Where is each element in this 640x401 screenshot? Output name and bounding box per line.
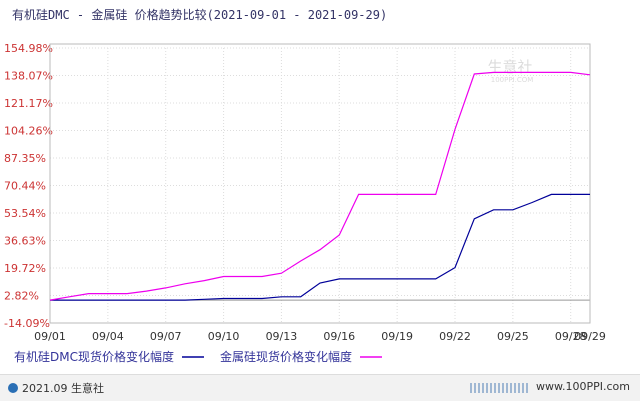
y-tick-label: 87.35% — [4, 152, 46, 165]
x-tick-label: 09/28 — [555, 330, 587, 343]
watermark-url: 100PPI.COM — [491, 76, 534, 84]
footer-decoration — [470, 383, 530, 393]
y-tick-label: 19.72% — [4, 262, 46, 275]
series-line-2 — [49, 71, 591, 301]
y-tick-label: 70.44% — [4, 180, 46, 193]
series-line-1 — [50, 193, 590, 301]
footer-bar: 2021.09 生意社 www.100PPI.com — [0, 374, 640, 401]
watermark-text: 生意社 — [487, 58, 532, 76]
x-tick-label: 09/13 — [266, 330, 298, 343]
x-tick-label: 09/10 — [208, 330, 240, 343]
x-tick-label: 09/29 — [574, 330, 606, 343]
y-tick-label: 2.82% — [4, 290, 39, 303]
x-tick-label: 09/04 — [92, 330, 124, 343]
y-tick-label: 53.54% — [4, 207, 46, 220]
chart-title: 有机硅DMC - 金属硅 价格趋势比较(2021-09-01 - 2021-09… — [12, 8, 388, 22]
copyright-icon — [8, 383, 18, 393]
footer-site: www.100PPI.com — [536, 380, 630, 393]
legend-label-1: 有机硅DMC现货价格变化幅度 — [14, 349, 174, 364]
y-tick-label: -14.09% — [4, 317, 50, 330]
y-tick-label: 121.17% — [4, 97, 53, 110]
footer-copyright-text: 2021.09 生意社 — [22, 382, 104, 395]
footer-copyright: 2021.09 生意社 — [8, 380, 104, 396]
y-tick-label: 154.98% — [4, 42, 53, 55]
x-tick-label: 09/22 — [439, 330, 471, 343]
y-tick-label: 36.63% — [4, 235, 46, 248]
y-tick-label: 138.07% — [4, 70, 53, 83]
y-tick-label: 104.26% — [4, 125, 53, 138]
x-tick-label: 09/16 — [323, 330, 355, 343]
x-tick-label: 09/01 — [34, 330, 66, 343]
x-tick-label: 09/25 — [497, 330, 529, 343]
plot-border — [49, 43, 591, 324]
x-tick-label: 09/07 — [150, 330, 182, 343]
x-tick-label: 09/19 — [381, 330, 413, 343]
legend-label-2: 金属硅现货价格变化幅度 — [220, 349, 352, 364]
